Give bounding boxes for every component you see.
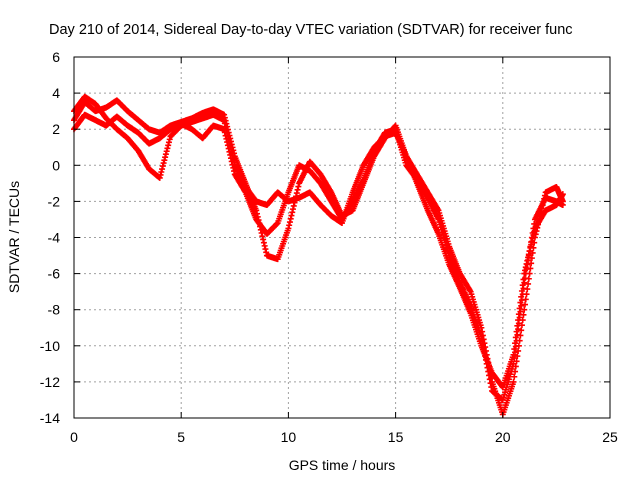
data-point [510, 351, 517, 358]
data-point-fill [513, 328, 520, 335]
axis-ticks: 0 5 10 15 20 25 -14 -12 -10 -8 -6 -4 -2 0 2 4 6 [40, 49, 618, 445]
y-tick-label: -2 [48, 193, 61, 209]
y-tick-label: -8 [48, 302, 61, 318]
data-point-fill [520, 276, 527, 283]
data-point-fill [516, 305, 523, 312]
data-point-fill [518, 293, 525, 300]
y-tick-label: 0 [52, 157, 60, 173]
data-point-fill [529, 249, 536, 256]
y-tick-label: 6 [52, 49, 60, 65]
data-point-fill [514, 353, 521, 360]
y-tick-label: -14 [40, 410, 60, 426]
data-point [510, 378, 517, 385]
data-point-fill [518, 288, 525, 295]
data-point-fill [519, 282, 526, 289]
y-tick-label: -6 [48, 266, 61, 282]
data-points [71, 93, 566, 418]
data-point-fill [515, 317, 522, 324]
y-tick-label: -10 [40, 338, 60, 354]
data-point [559, 191, 566, 198]
series-2 [71, 111, 566, 403]
x-tick-label: 5 [177, 429, 185, 445]
x-axis-label: GPS time / hours [289, 457, 396, 473]
y-tick-label: 2 [52, 121, 60, 137]
y-tick-label: -4 [48, 230, 61, 246]
data-point-fill [522, 301, 529, 308]
chart-title: Day 210 of 2014, Sidereal Day-to-day VTE… [49, 22, 573, 38]
x-tick-label: 15 [388, 429, 404, 445]
data-point-fill [517, 299, 524, 306]
data-point [559, 202, 566, 209]
y-tick-label: 4 [52, 85, 60, 101]
data-point-fill [515, 347, 522, 354]
y-axis-label: SDTVAR / TECUs [6, 181, 22, 293]
x-tick-label: 25 [602, 429, 618, 445]
data-point-fill [511, 346, 518, 353]
data-point-fill [515, 311, 522, 318]
data-point-fill [512, 340, 519, 347]
series-3 [71, 93, 566, 391]
data-point-fill [518, 327, 525, 334]
data-point-fill [525, 280, 532, 287]
y-tick-label: -12 [40, 374, 60, 390]
x-tick-label: 10 [281, 429, 297, 445]
data-point-fill [512, 334, 519, 341]
data-point-fill [514, 322, 521, 329]
data-point-fill [513, 358, 520, 365]
x-tick-label: 20 [495, 429, 511, 445]
data-point [521, 306, 528, 313]
x-tick-label: 0 [70, 429, 78, 445]
